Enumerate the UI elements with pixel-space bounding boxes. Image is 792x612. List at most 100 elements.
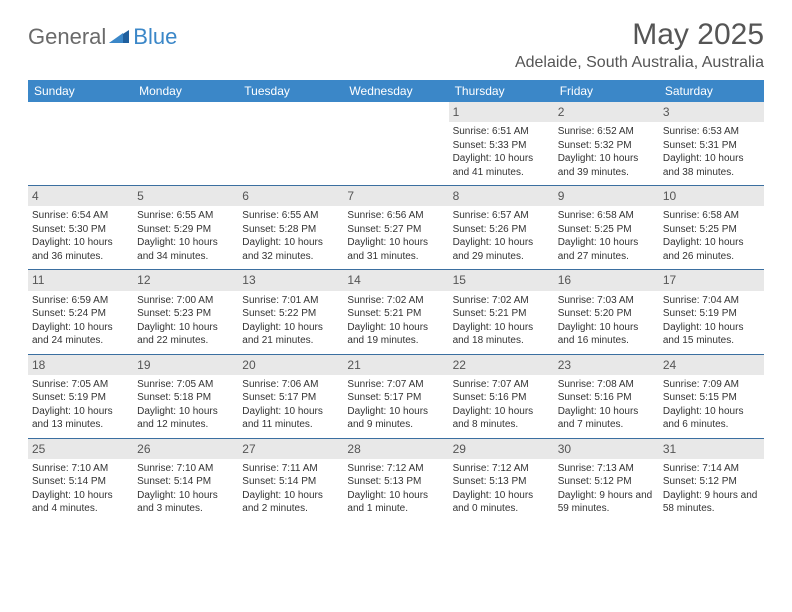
calendar-cell: 10Sunrise: 6:58 AMSunset: 5:25 PMDayligh… — [659, 186, 764, 269]
calendar-body: 1Sunrise: 6:51 AMSunset: 5:33 PMDaylight… — [28, 102, 764, 522]
sunrise-text: Sunrise: 7:10 AM — [32, 462, 129, 476]
sunset-text: Sunset: 5:19 PM — [663, 307, 760, 321]
daylight-text: Daylight: 10 hours and 2 minutes. — [242, 489, 339, 516]
calendar-cell: 30Sunrise: 7:13 AMSunset: 5:12 PMDayligh… — [554, 439, 659, 522]
daylight-text: Daylight: 10 hours and 41 minutes. — [453, 152, 550, 179]
sunset-text: Sunset: 5:13 PM — [453, 475, 550, 489]
sunset-text: Sunset: 5:14 PM — [137, 475, 234, 489]
sunset-text: Sunset: 5:23 PM — [137, 307, 234, 321]
sunset-text: Sunset: 5:22 PM — [242, 307, 339, 321]
sunset-text: Sunset: 5:21 PM — [347, 307, 444, 321]
day-number: 28 — [343, 439, 448, 459]
sunrise-text: Sunrise: 6:58 AM — [558, 209, 655, 223]
sunrise-text: Sunrise: 7:02 AM — [453, 294, 550, 308]
sunrise-text: Sunrise: 6:56 AM — [347, 209, 444, 223]
daylight-text: Daylight: 10 hours and 7 minutes. — [558, 405, 655, 432]
calendar-cell: 16Sunrise: 7:03 AMSunset: 5:20 PMDayligh… — [554, 270, 659, 353]
sunrise-text: Sunrise: 6:58 AM — [663, 209, 760, 223]
calendar-cell — [28, 102, 133, 185]
day-number: 2 — [554, 102, 659, 122]
daylight-text: Daylight: 10 hours and 12 minutes. — [137, 405, 234, 432]
calendar-cell: 13Sunrise: 7:01 AMSunset: 5:22 PMDayligh… — [238, 270, 343, 353]
sunrise-text: Sunrise: 6:59 AM — [32, 294, 129, 308]
daylight-text: Daylight: 10 hours and 19 minutes. — [347, 321, 444, 348]
sunset-text: Sunset: 5:21 PM — [453, 307, 550, 321]
calendar-cell: 23Sunrise: 7:08 AMSunset: 5:16 PMDayligh… — [554, 355, 659, 438]
day-number: 25 — [28, 439, 133, 459]
day-number: 26 — [133, 439, 238, 459]
daylight-text: Daylight: 10 hours and 15 minutes. — [663, 321, 760, 348]
day-number: 17 — [659, 270, 764, 290]
daylight-text: Daylight: 10 hours and 21 minutes. — [242, 321, 339, 348]
calendar-cell: 3Sunrise: 6:53 AMSunset: 5:31 PMDaylight… — [659, 102, 764, 185]
logo: General Blue — [28, 24, 177, 50]
day-number: 12 — [133, 270, 238, 290]
sunset-text: Sunset: 5:12 PM — [558, 475, 655, 489]
day-number: 10 — [659, 186, 764, 206]
sunrise-text: Sunrise: 7:09 AM — [663, 378, 760, 392]
weekday-tuesday: Tuesday — [238, 80, 343, 102]
calendar-cell: 14Sunrise: 7:02 AMSunset: 5:21 PMDayligh… — [343, 270, 448, 353]
day-number: 9 — [554, 186, 659, 206]
daylight-text: Daylight: 10 hours and 11 minutes. — [242, 405, 339, 432]
sunrise-text: Sunrise: 7:06 AM — [242, 378, 339, 392]
sunrise-text: Sunrise: 6:53 AM — [663, 125, 760, 139]
daylight-text: Daylight: 10 hours and 38 minutes. — [663, 152, 760, 179]
day-number: 31 — [659, 439, 764, 459]
day-number: 5 — [133, 186, 238, 206]
day-number: 15 — [449, 270, 554, 290]
sunrise-text: Sunrise: 6:57 AM — [453, 209, 550, 223]
calendar-cell: 1Sunrise: 6:51 AMSunset: 5:33 PMDaylight… — [449, 102, 554, 185]
sunrise-text: Sunrise: 7:07 AM — [347, 378, 444, 392]
sunrise-text: Sunrise: 7:13 AM — [558, 462, 655, 476]
day-number: 20 — [238, 355, 343, 375]
weekday-sunday: Sunday — [28, 80, 133, 102]
sunrise-text: Sunrise: 7:04 AM — [663, 294, 760, 308]
triangle-icon — [109, 27, 129, 48]
sunset-text: Sunset: 5:17 PM — [347, 391, 444, 405]
daylight-text: Daylight: 10 hours and 31 minutes. — [347, 236, 444, 263]
sunset-text: Sunset: 5:25 PM — [663, 223, 760, 237]
logo-text-blue: Blue — [133, 24, 177, 50]
day-number: 29 — [449, 439, 554, 459]
sunset-text: Sunset: 5:13 PM — [347, 475, 444, 489]
daylight-text: Daylight: 10 hours and 9 minutes. — [347, 405, 444, 432]
calendar-cell — [343, 102, 448, 185]
calendar-cell: 21Sunrise: 7:07 AMSunset: 5:17 PMDayligh… — [343, 355, 448, 438]
daylight-text: Daylight: 10 hours and 32 minutes. — [242, 236, 339, 263]
day-number — [133, 102, 238, 122]
sunrise-text: Sunrise: 7:12 AM — [453, 462, 550, 476]
sunset-text: Sunset: 5:25 PM — [558, 223, 655, 237]
calendar-cell: 18Sunrise: 7:05 AMSunset: 5:19 PMDayligh… — [28, 355, 133, 438]
calendar-week: 18Sunrise: 7:05 AMSunset: 5:19 PMDayligh… — [28, 355, 764, 439]
sunrise-text: Sunrise: 7:12 AM — [347, 462, 444, 476]
calendar-cell: 31Sunrise: 7:14 AMSunset: 5:12 PMDayligh… — [659, 439, 764, 522]
calendar-cell: 2Sunrise: 6:52 AMSunset: 5:32 PMDaylight… — [554, 102, 659, 185]
calendar-week: 1Sunrise: 6:51 AMSunset: 5:33 PMDaylight… — [28, 102, 764, 186]
day-number: 3 — [659, 102, 764, 122]
daylight-text: Daylight: 10 hours and 27 minutes. — [558, 236, 655, 263]
day-number: 22 — [449, 355, 554, 375]
sunrise-text: Sunrise: 6:54 AM — [32, 209, 129, 223]
day-number — [238, 102, 343, 122]
sunrise-text: Sunrise: 7:07 AM — [453, 378, 550, 392]
calendar-cell: 15Sunrise: 7:02 AMSunset: 5:21 PMDayligh… — [449, 270, 554, 353]
sunset-text: Sunset: 5:32 PM — [558, 139, 655, 153]
day-number: 8 — [449, 186, 554, 206]
calendar-cell: 9 Sunrise: 6:58 AMSunset: 5:25 PMDaylight… — [554, 186, 659, 269]
daylight-text: Daylight: 10 hours and 39 minutes. — [558, 152, 655, 179]
sunset-text: Sunset: 5:19 PM — [32, 391, 129, 405]
sunset-text: Sunset: 5:14 PM — [32, 475, 129, 489]
sunrise-text: Sunrise: 7:10 AM — [137, 462, 234, 476]
calendar-cell: 8Sunrise: 6:57 AMSunset: 5:26 PMDaylight… — [449, 186, 554, 269]
daylight-text: Daylight: 10 hours and 13 minutes. — [32, 405, 129, 432]
calendar-week: 25Sunrise: 7:10 AMSunset: 5:14 PMDayligh… — [28, 439, 764, 522]
calendar-cell: 11Sunrise: 6:59 AMSunset: 5:24 PMDayligh… — [28, 270, 133, 353]
sunset-text: Sunset: 5:14 PM — [242, 475, 339, 489]
day-number: 1 — [449, 102, 554, 122]
sunset-text: Sunset: 5:16 PM — [453, 391, 550, 405]
day-number: 30 — [554, 439, 659, 459]
weekday-header: Sunday Monday Tuesday Wednesday Thursday… — [28, 80, 764, 102]
calendar-cell: 17 Sunrise: 7:04 AMSunset: 5:19 PMDayligh… — [659, 270, 764, 353]
calendar-cell: 27Sunrise: 7:11 AMSunset: 5:14 PMDayligh… — [238, 439, 343, 522]
